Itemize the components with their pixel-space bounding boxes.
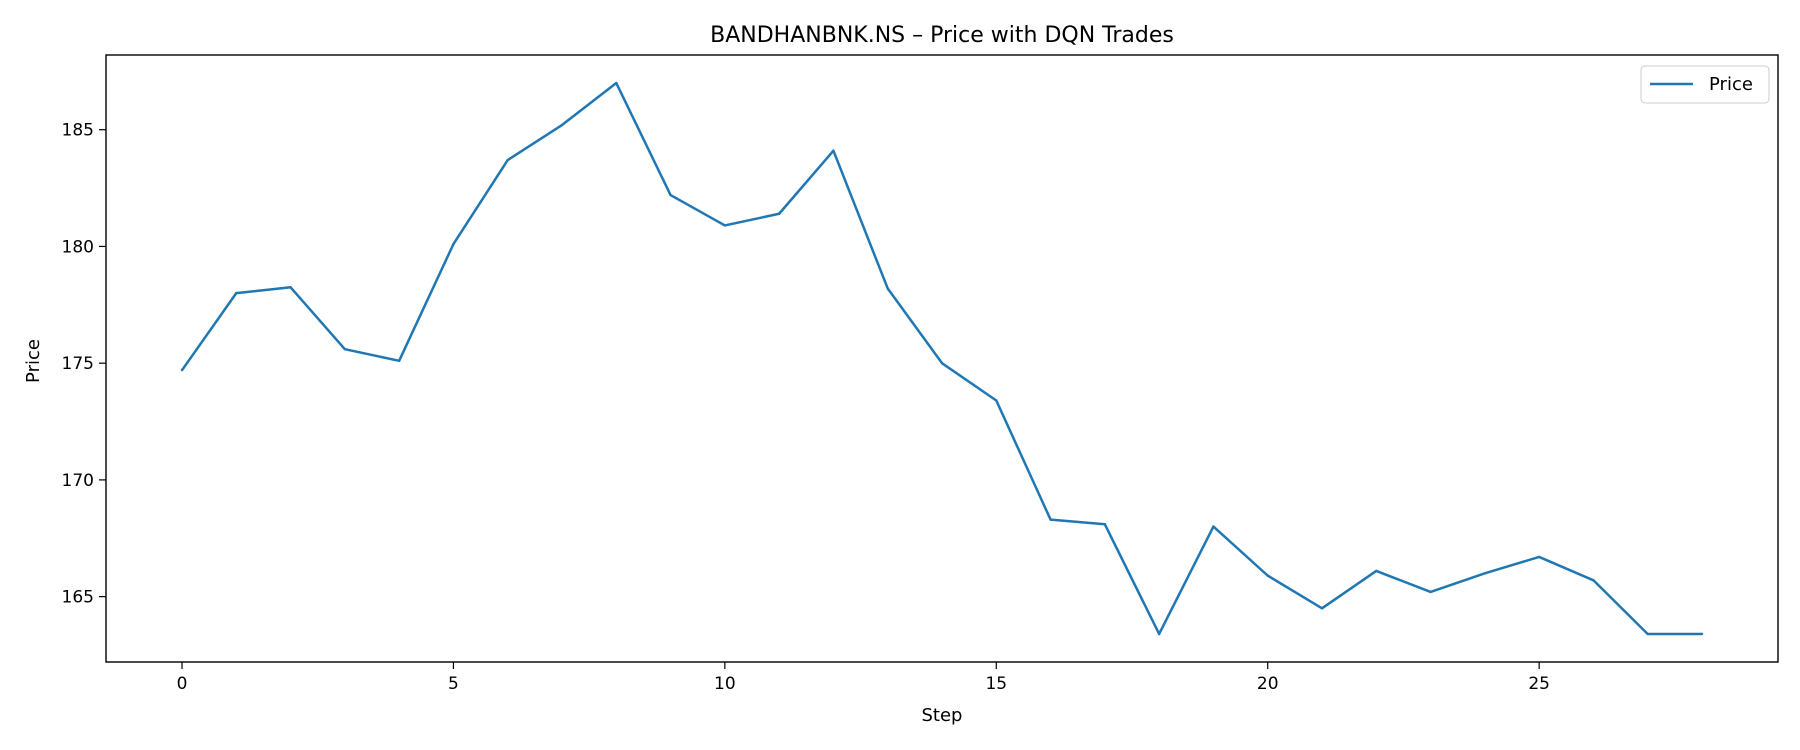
data-point (1375, 569, 1378, 573)
legend-label: Price (1709, 74, 1753, 95)
data-point (669, 193, 672, 197)
data-point (886, 287, 889, 290)
legend: Price (1640, 65, 1770, 104)
x-tick-label: 15 (985, 674, 1007, 694)
data-point (1212, 525, 1215, 528)
data-point (397, 359, 401, 363)
ticks-layer: 0 5 10 15 20 25 165 170 175 180 185 (62, 121, 1550, 694)
legend-box (1640, 65, 1770, 104)
data-point (235, 291, 238, 295)
data-point (1429, 590, 1432, 594)
x-tick-label: 25 (1528, 674, 1550, 694)
data-point (1157, 632, 1161, 636)
data-point (723, 224, 727, 227)
data-point (995, 399, 998, 402)
data-point (289, 286, 292, 289)
data-point (1700, 632, 1704, 636)
data-point (1537, 555, 1541, 559)
data-point (1592, 579, 1595, 582)
data-point (506, 158, 509, 162)
y-tick-label: 185 (62, 121, 94, 141)
x-tick-label: 0 (177, 674, 188, 694)
y-tick-label: 180 (62, 237, 94, 257)
x-tick-label: 10 (714, 674, 736, 694)
series-line-price (180, 81, 1702, 636)
data-point (832, 149, 835, 152)
data-point (940, 361, 944, 365)
x-axis-label: Step (922, 705, 963, 726)
data-point (615, 81, 618, 85)
y-tick-label: 175 (62, 354, 94, 374)
series-layer (180, 81, 1704, 636)
data-point (1646, 632, 1649, 636)
data-point (180, 368, 184, 372)
chart-title: BANDHANBNK.NS – Price with DQN Trades (710, 23, 1174, 48)
y-tick-label: 165 (62, 588, 94, 608)
data-point (1049, 518, 1052, 521)
data-point (1483, 572, 1487, 575)
data-point (1266, 574, 1269, 577)
data-point (343, 347, 347, 351)
y-tick-label: 170 (62, 471, 94, 491)
data-point (1103, 523, 1107, 526)
data-point (452, 242, 455, 246)
data-point (1320, 607, 1324, 610)
x-tick-label: 5 (448, 674, 459, 694)
y-axis-label: Price (23, 339, 44, 383)
data-point (777, 212, 781, 215)
data-point (560, 123, 564, 127)
x-tick-label: 20 (1257, 674, 1279, 694)
plot-frame (105, 54, 1779, 663)
